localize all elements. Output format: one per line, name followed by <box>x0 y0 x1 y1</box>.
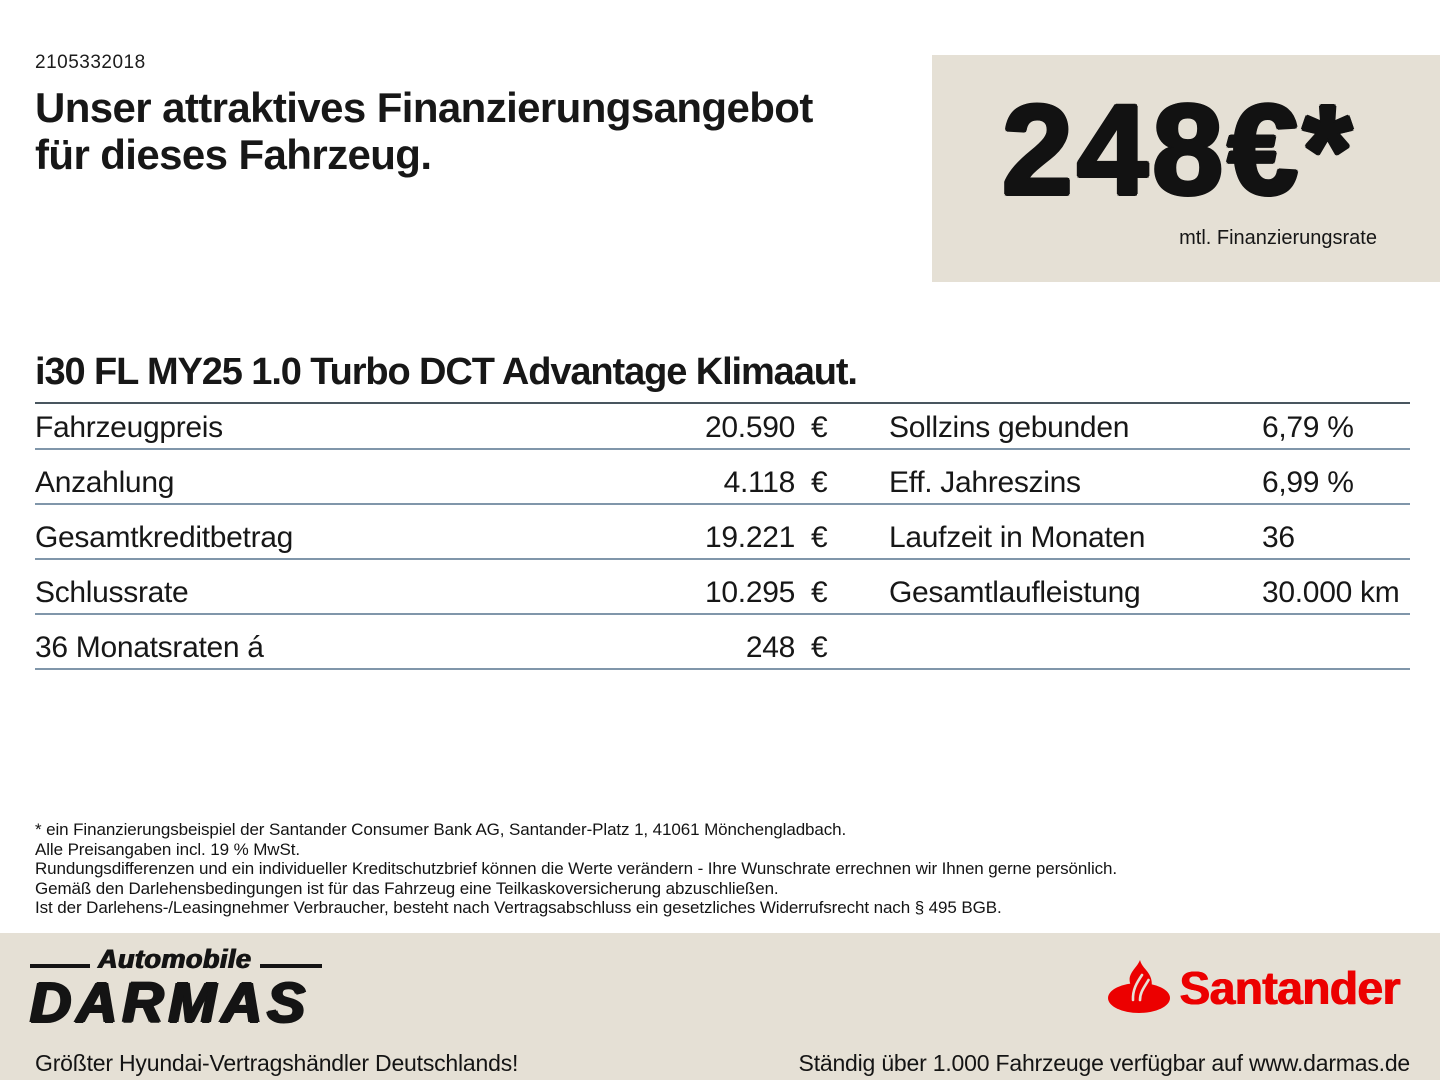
row-right-label: Gesamtlaufleistung <box>889 576 1141 609</box>
euro-sign: € <box>811 576 828 609</box>
euro-sign: € <box>811 411 828 444</box>
row-right-label: Sollzins gebunden <box>889 411 1130 444</box>
fine-print-line: Alle Preisangaben incl. 19 % MwSt. <box>35 839 300 859</box>
offer-reference-number: 2105332018 <box>35 52 146 73</box>
row-right-value: 6,79 % <box>1262 411 1354 444</box>
row-left-value: 4.118 <box>723 466 796 499</box>
row-right-label: Laufzeit in Monaten <box>889 521 1146 554</box>
legal-fine-print: * ein Finanzierungsbeispiel der Santande… <box>35 820 1117 918</box>
row-left-value: 10.295 <box>705 576 795 609</box>
row-right-label: Eff. Jahreszins <box>889 466 1081 499</box>
euro-sign: € <box>811 631 828 664</box>
row-right-value: 30.000 km <box>1262 576 1400 609</box>
page-title: Unser attraktives Finanzierungsangebot f… <box>35 84 813 178</box>
page-title-line1: Unser attraktives Finanzierungsangebot <box>35 84 813 131</box>
row-left-value: 248 <box>745 631 795 664</box>
darmas-logo-word: Automobile <box>98 944 252 974</box>
row-left-label: Schlussrate <box>35 576 189 609</box>
euro-sign: € <box>811 521 828 554</box>
fine-print-line: Gemäß den Darlehensbedingungen ist für d… <box>35 878 779 898</box>
darmas-dealer-logo: Automobile DARMAS <box>30 946 322 1032</box>
row-left-label: Anzahlung <box>35 466 175 499</box>
santander-bank-logo: Santander <box>1107 960 1401 1014</box>
fine-print-line: Ist der Darlehens-/Leasingnehmer Verbrau… <box>35 898 1002 917</box>
row-left-value: 19.221 <box>705 521 795 554</box>
bank-tagline: Ständig über 1.000 Fahrzeuge verfügbar a… <box>798 1050 1411 1076</box>
row-left-label: Gesamtkreditbetrag <box>35 521 294 554</box>
footer-bottom-row: Größter Hyundai-Vertragshändler Deutschl… <box>35 1050 1410 1077</box>
row-left-label: Fahrzeugpreis <box>35 411 223 444</box>
vehicle-title: i30 FL MY25 1.0 Turbo DCT Advantage Klim… <box>35 351 1410 404</box>
monthly-rate-value: 248€* <box>1001 79 1357 222</box>
euro-sign: € <box>811 466 828 499</box>
darmas-logo-top: Automobile <box>30 946 322 973</box>
santander-flame-icon <box>1107 960 1171 1014</box>
row-right-value: 36 <box>1262 521 1295 554</box>
table-row: Fahrzeugpreis 20.590 € Sollzins gebunden… <box>35 395 1410 450</box>
dealer-tagline: Größter Hyundai-Vertragshändler Deutschl… <box>35 1050 519 1076</box>
row-left-value: 20.590 <box>705 411 795 444</box>
table-row: 36 Monatsraten á 248 € <box>35 615 1410 670</box>
monthly-rate-highlight-box: 248€* mtl. Finanzierungsrate <box>932 55 1440 282</box>
financing-details-table: Fahrzeugpreis 20.590 € Sollzins gebunden… <box>35 395 1410 670</box>
fine-print-line: Rundungsdifferenzen und ein individuelle… <box>35 859 1118 878</box>
footer: Automobile DARMAS Santander Größter Hyun… <box>0 933 1440 1080</box>
row-right-value: 6,99 % <box>1262 466 1354 499</box>
row-left-label: 36 Monatsraten á <box>35 631 264 664</box>
table-row: Schlussrate 10.295 € Gesamtlaufleistung … <box>35 560 1410 615</box>
table-row: Gesamtkreditbetrag 19.221 € Laufzeit in … <box>35 505 1410 560</box>
fine-print-line: * ein Finanzierungsbeispiel der Santande… <box>35 820 847 839</box>
monthly-rate-label: mtl. Finanzierungsrate <box>1179 227 1377 249</box>
logo-rule-right <box>259 964 322 968</box>
table-row: Anzahlung 4.118 € Eff. Jahreszins 6,99 % <box>35 450 1410 505</box>
darmas-logo-name: DARMAS <box>30 971 311 1035</box>
page-title-line2: für dieses Fahrzeug. <box>35 131 432 178</box>
logo-rule-left <box>30 964 90 968</box>
santander-logo-text: Santander <box>1179 962 1401 1014</box>
